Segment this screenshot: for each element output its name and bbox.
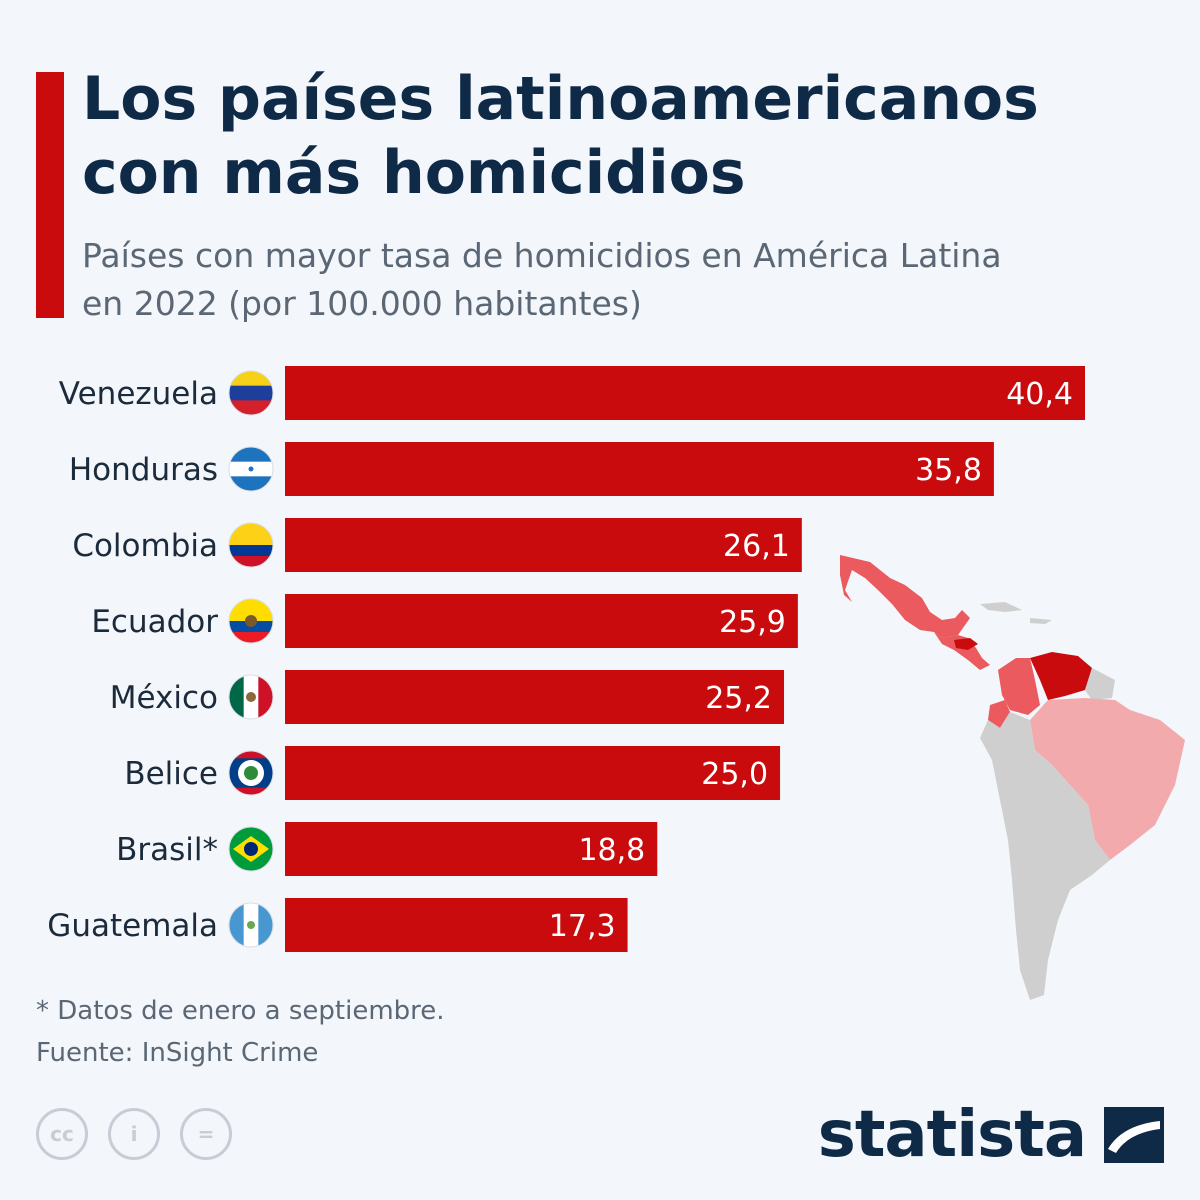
ecuador-flag-icon xyxy=(228,598,274,644)
map-ecuador xyxy=(988,700,1010,728)
mexico-flag-icon xyxy=(228,674,274,720)
belize-flag-icon xyxy=(228,750,274,796)
bar-value-label: 26,1 xyxy=(723,529,790,564)
bar-value-label: 17,3 xyxy=(549,909,616,944)
footnote-block: * Datos de enero a septiembre. Fuente: I… xyxy=(36,990,445,1074)
footnote-source: Fuente: InSight Crime xyxy=(36,1038,319,1068)
map-south-grey xyxy=(980,712,1110,1000)
map-caribbean xyxy=(980,602,1052,624)
colombia-flag-icon xyxy=(228,522,274,568)
category-label: Ecuador xyxy=(91,604,218,640)
brazil-flag-icon xyxy=(228,826,274,872)
bar-2 xyxy=(285,518,802,572)
bar-value-label: 18,8 xyxy=(578,833,645,868)
title-line-1: Los países latinoamericanos xyxy=(82,64,1039,134)
creative-commons-icon[interactable]: cc xyxy=(36,1108,88,1160)
bar-value-label: 25,0 xyxy=(701,757,768,792)
no-derivatives-icon[interactable]: = xyxy=(180,1108,232,1160)
bar-4 xyxy=(285,670,785,724)
category-label: Colombia xyxy=(72,528,218,564)
map-central-america xyxy=(934,632,990,670)
guatemala-flag-icon xyxy=(228,902,274,948)
bar-7 xyxy=(285,898,628,952)
attribution-icon[interactable]: i xyxy=(108,1108,160,1160)
category-label: Belice xyxy=(124,756,218,792)
title-line-2: con más homicidios xyxy=(82,138,746,208)
bar-value-label: 25,9 xyxy=(719,605,786,640)
map-mexico xyxy=(840,555,970,638)
bars-layer: 40,4 Venezuela 35,8 Honduras 26,1 Colombia 25,… xyxy=(47,366,1085,952)
subtitle-line-2: en 2022 (por 100.000 habitantes) xyxy=(82,284,642,323)
category-label: Honduras xyxy=(69,452,218,488)
bar-5 xyxy=(285,746,781,800)
map-brazil xyxy=(1030,698,1185,860)
statista-mark-icon xyxy=(1104,1107,1164,1163)
category-label: Brasil* xyxy=(116,832,218,868)
category-label: Venezuela xyxy=(59,376,218,412)
bar-value-label: 25,2 xyxy=(705,681,772,716)
subtitle-line-1: Países con mayor tasa de homicidios en A… xyxy=(82,236,1002,275)
bar-1 xyxy=(285,442,994,496)
map-venezuela xyxy=(1030,652,1092,700)
brand-name: statista xyxy=(817,1098,1087,1172)
latin-america-map xyxy=(840,555,1185,1000)
bar-value-label: 35,8 xyxy=(915,453,982,488)
bar-value-label: 40,4 xyxy=(1006,377,1073,412)
bar-0 xyxy=(285,366,1085,420)
bar-3 xyxy=(285,594,798,648)
map-guianas xyxy=(1085,668,1115,700)
category-label: México xyxy=(110,680,218,716)
footnote-note: * Datos de enero a septiembre. xyxy=(36,996,445,1026)
map-honduras xyxy=(954,638,978,650)
map-colombia xyxy=(998,658,1040,715)
venezuela-flag-icon xyxy=(228,370,274,416)
honduras-flag-icon xyxy=(228,446,274,492)
bar-chart: 40,4 Venezuela 35,8 Honduras 26,1 Colombia 25,… xyxy=(47,366,1085,952)
bar-6 xyxy=(285,822,658,876)
statista-logo[interactable]: statista xyxy=(817,1098,1164,1172)
accent-bar xyxy=(36,72,64,318)
page-subtitle: Países con mayor tasa de homicidios en A… xyxy=(82,232,1162,328)
page-title: Los países latinoamericanos con más homi… xyxy=(82,62,1162,210)
category-label: Guatemala xyxy=(47,908,218,944)
